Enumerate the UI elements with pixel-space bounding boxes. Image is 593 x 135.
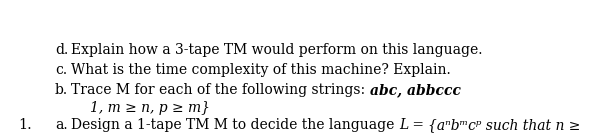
Text: =: = [408, 118, 428, 132]
Text: Explain how a 3-tape TM would perform on this language.: Explain how a 3-tape TM would perform on… [71, 43, 483, 57]
Text: {aⁿbᵐcᵖ such that n ≥: {aⁿbᵐcᵖ such that n ≥ [428, 118, 581, 132]
Text: abc, abbccc: abc, abbccc [369, 83, 461, 97]
Text: Design a 1-tape TM M to decide the language: Design a 1-tape TM M to decide the langu… [71, 118, 398, 132]
Text: a.: a. [55, 118, 68, 132]
Text: 1, m ≥ n, p ≥ m}: 1, m ≥ n, p ≥ m} [90, 101, 210, 115]
Text: b.: b. [55, 83, 68, 97]
Text: L: L [398, 118, 408, 132]
Text: c.: c. [55, 63, 67, 77]
Text: Trace M for each of the following strings:: Trace M for each of the following string… [71, 83, 369, 97]
Text: 1.: 1. [18, 118, 32, 132]
Text: What is the time complexity of this machine? Explain.: What is the time complexity of this mach… [71, 63, 451, 77]
Text: d.: d. [55, 43, 68, 57]
